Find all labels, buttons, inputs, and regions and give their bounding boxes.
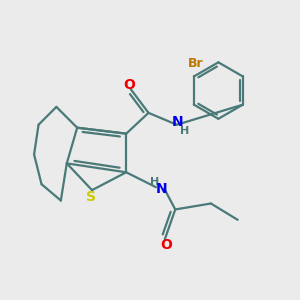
- Text: H: H: [180, 126, 190, 136]
- Text: Br: Br: [188, 58, 203, 70]
- Text: N: N: [156, 182, 168, 196]
- Text: N: N: [172, 116, 183, 129]
- Text: O: O: [160, 238, 172, 252]
- Text: S: S: [85, 190, 96, 204]
- Text: H: H: [150, 177, 159, 187]
- Text: O: O: [123, 78, 135, 92]
